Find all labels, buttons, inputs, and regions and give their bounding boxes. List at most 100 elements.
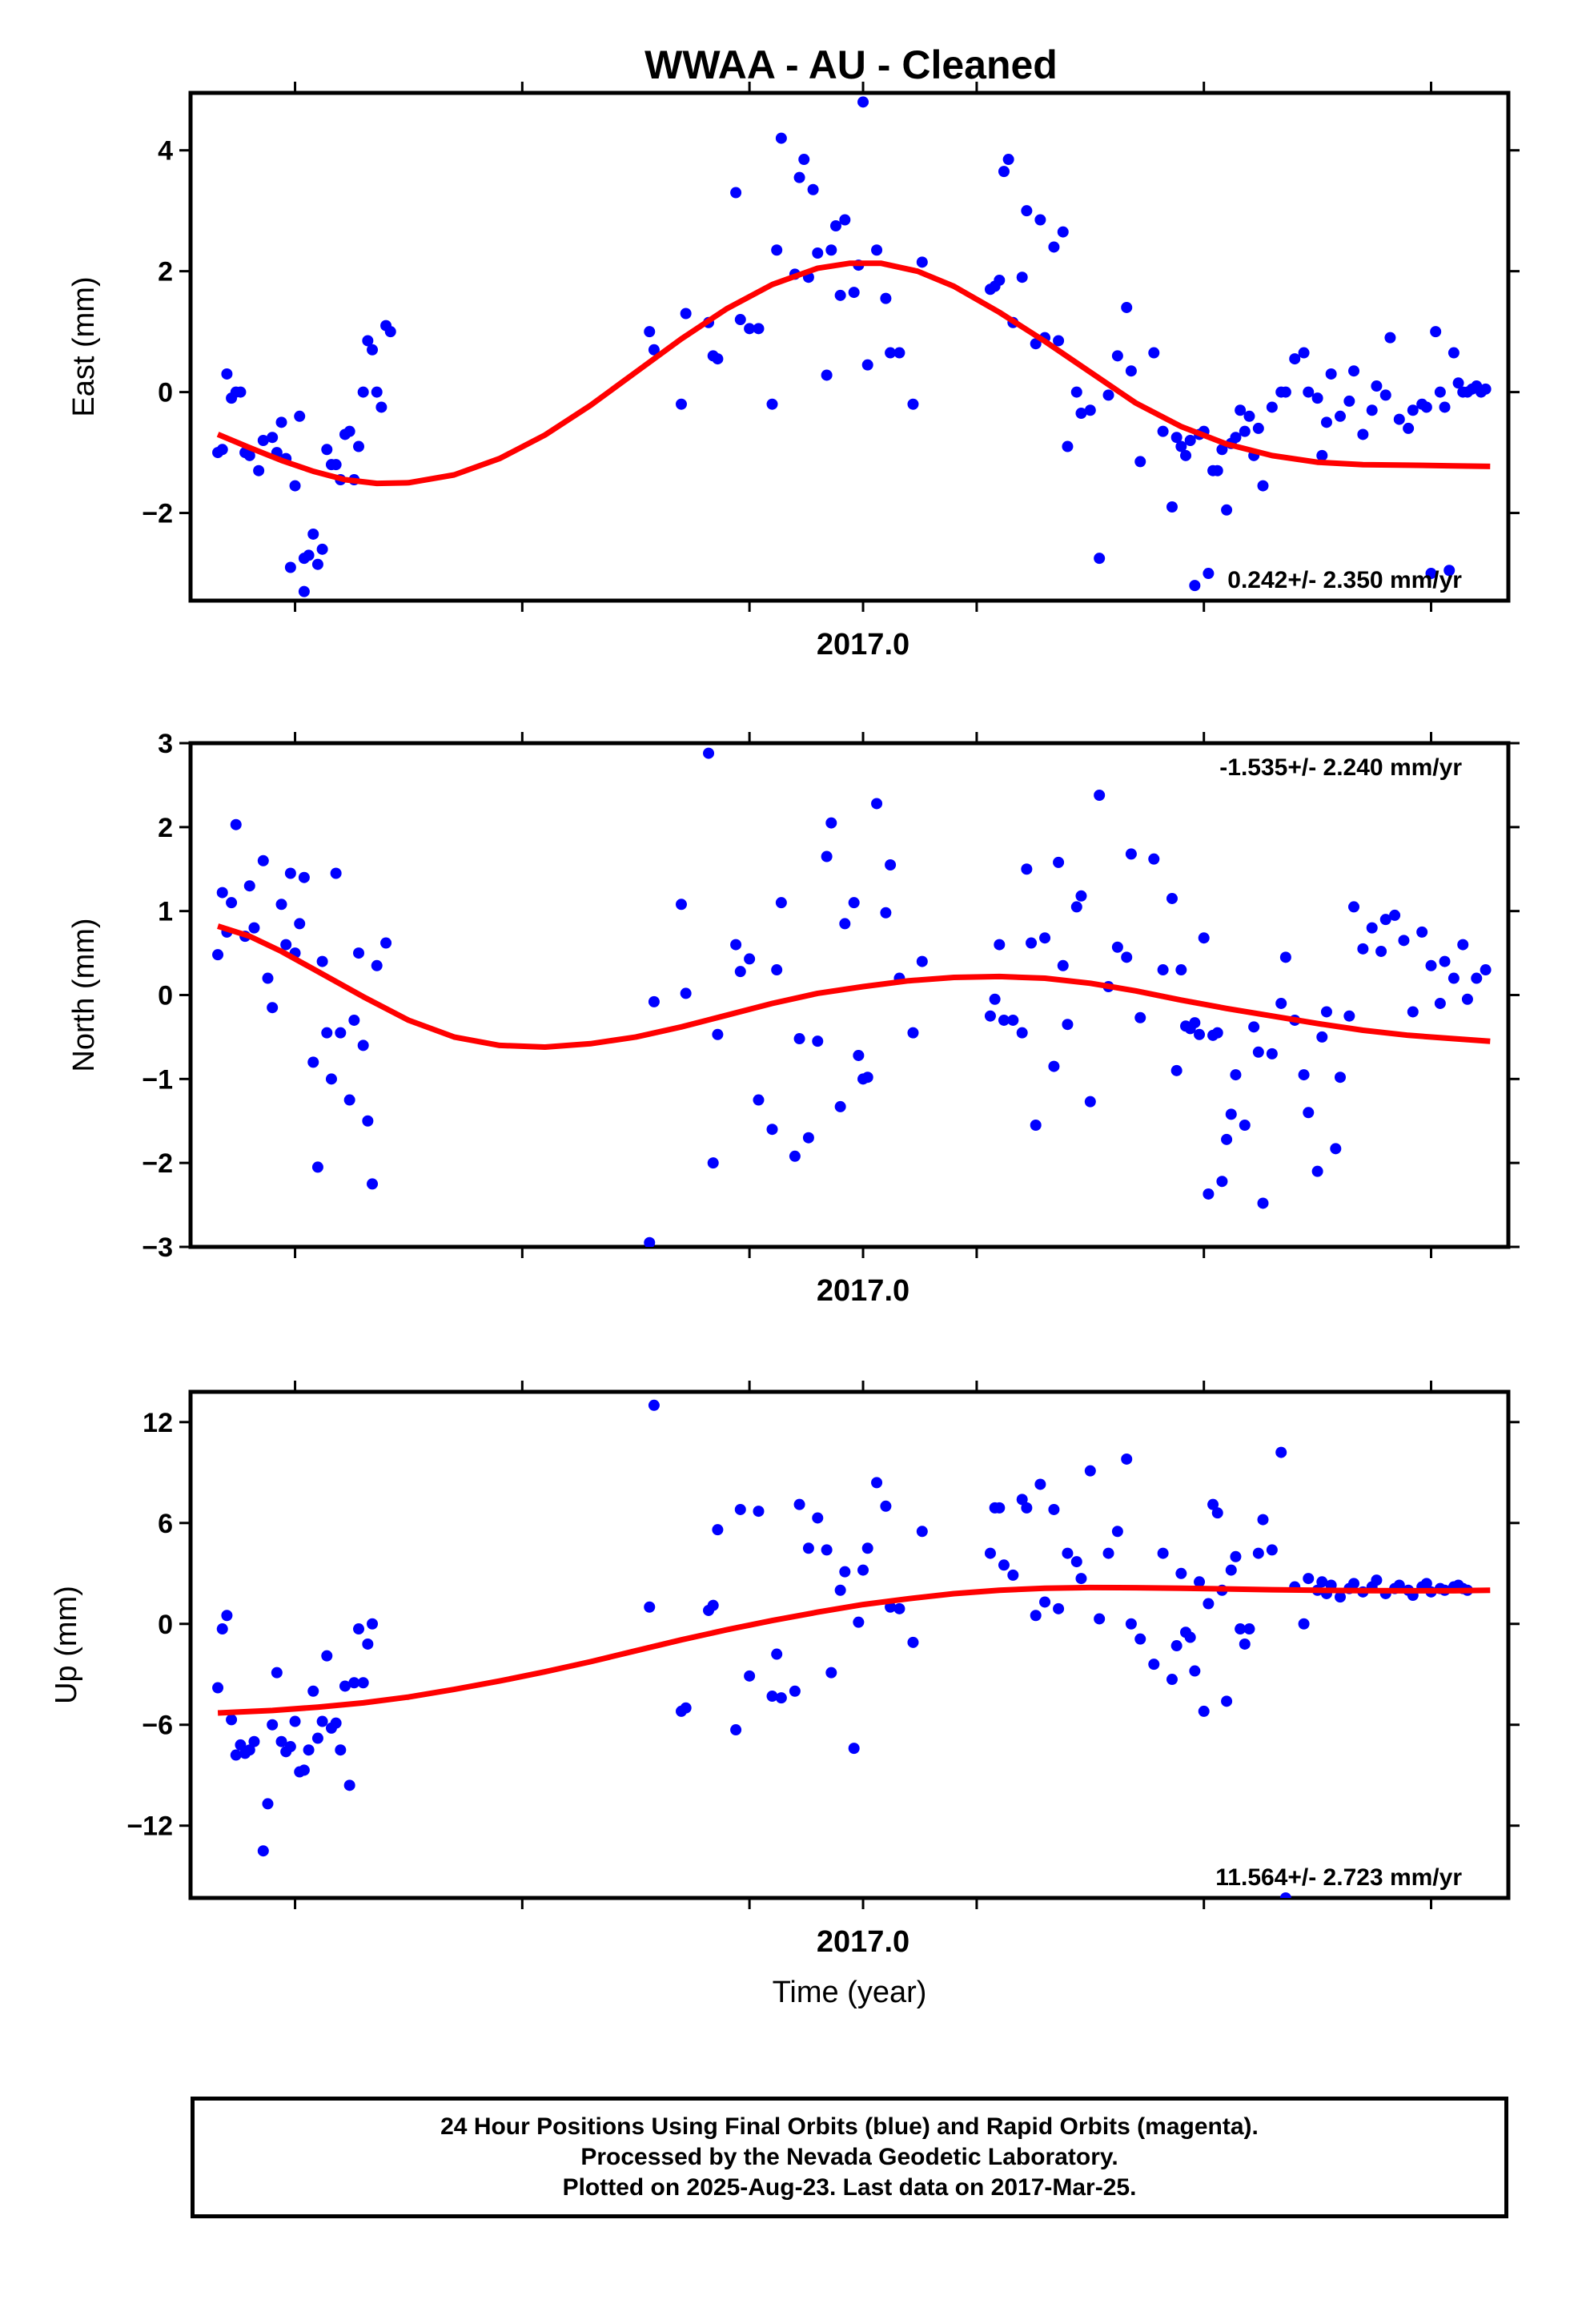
east-data-point: [1184, 434, 1196, 446]
footer-line-1: 24 Hour Positions Using Final Orbits (bl…: [440, 2113, 1259, 2140]
east-data-point: [857, 96, 869, 108]
north-data-point: [1471, 972, 1483, 984]
up-data-point: [1094, 1613, 1106, 1625]
east-data-point: [1053, 335, 1065, 347]
up-data-point: [1348, 1578, 1360, 1590]
up-data-point: [226, 1714, 238, 1726]
east-data-point: [1243, 410, 1255, 422]
up-data-point: [1275, 1446, 1287, 1458]
north-data-point: [371, 959, 383, 971]
up-rate-label: 11.564+/- 2.723 mm/yr: [1215, 1864, 1462, 1891]
north-data-point: [839, 918, 851, 930]
north-data-point: [1434, 997, 1446, 1009]
north-data-point: [1026, 937, 1038, 949]
up-data-point: [861, 1542, 873, 1554]
north-data-point: [812, 1035, 824, 1047]
north-data-point: [330, 867, 342, 879]
east-data-point: [1211, 464, 1223, 476]
north-data-point: [1248, 1021, 1260, 1033]
up-data-point: [1221, 1695, 1233, 1707]
north-data-point: [861, 1072, 873, 1084]
up-data-point: [994, 1502, 1006, 1514]
north-data-point: [357, 1039, 369, 1051]
east-data-point: [730, 187, 742, 199]
north-data-point: [1311, 1165, 1323, 1177]
east-data-point: [1148, 347, 1160, 359]
north-data-point: [1343, 1010, 1355, 1022]
up-data-point: [1166, 1674, 1178, 1686]
east-data-point: [1239, 425, 1251, 437]
north-data-point: [362, 1115, 374, 1127]
up-data-point: [271, 1667, 283, 1679]
up-data-point: [1125, 1618, 1137, 1630]
north-data-point: [325, 1073, 337, 1085]
up-data-point: [766, 1691, 778, 1703]
north-data-point: [989, 993, 1001, 1005]
east-data-point: [1216, 444, 1228, 456]
east-data-point: [1452, 377, 1464, 389]
up-data-point: [839, 1566, 851, 1578]
up-data-point: [1053, 1602, 1065, 1614]
east-data-point: [825, 244, 837, 256]
north-data-point: [343, 1094, 355, 1106]
up-data-point: [1121, 1453, 1133, 1465]
up-data-point: [871, 1477, 883, 1489]
up-data-point: [298, 1764, 310, 1776]
north-data-point: [335, 1027, 347, 1039]
north-data-point: [1016, 1027, 1028, 1039]
north-data-point: [707, 1157, 719, 1169]
north-data-point: [703, 747, 715, 759]
east-data-point: [1443, 565, 1456, 577]
east-data-point: [216, 444, 228, 456]
chart-title: WWAA - AU - Cleaned: [644, 42, 1058, 87]
east-data-point: [744, 323, 756, 335]
east-data-point: [1125, 365, 1137, 377]
up-data-point: [353, 1623, 365, 1635]
north-ytick-label: −2: [142, 1148, 173, 1179]
east-data-point: [1303, 386, 1315, 398]
north-data-point: [1407, 1006, 1419, 1018]
east-data-point: [1002, 154, 1014, 166]
up-data-point: [1303, 1573, 1315, 1585]
east-data-point: [1366, 404, 1378, 416]
up-data-point: [243, 1744, 255, 1756]
north-panel: −3 −2 −1 0 1 2 3 2017.0 North (mm) -1.535+/- 2.24…: [67, 729, 1520, 1308]
east-data-point: [1189, 580, 1201, 592]
east-data-point: [1311, 392, 1323, 404]
north-data-point: [1203, 1188, 1215, 1200]
north-data-point: [675, 899, 687, 911]
east-ytick-label: 0: [158, 378, 173, 408]
up-data-point: [712, 1524, 724, 1536]
up-data-point: [248, 1735, 260, 1747]
east-data-point: [821, 369, 833, 381]
up-ytick-label: −6: [142, 1711, 173, 1741]
up-data-point: [1239, 1638, 1251, 1650]
north-data-point: [1457, 939, 1469, 951]
up-data-point: [1189, 1665, 1201, 1677]
north-data-point: [1189, 1017, 1201, 1029]
up-data-point: [644, 1601, 656, 1613]
up-data-point: [812, 1512, 824, 1524]
north-data-point: [994, 939, 1006, 951]
north-data-point: [248, 922, 260, 934]
east-panel: −2 0 2 4 2017.0 East (mm) 0.242+/- 2.350 mm/yr: [67, 82, 1520, 661]
north-data-point: [1279, 951, 1291, 963]
north-data-point: [1057, 959, 1069, 971]
east-data-point: [675, 398, 687, 410]
up-data-point: [348, 1677, 360, 1689]
up-data-point: [744, 1670, 756, 1682]
north-data-point: [1094, 789, 1106, 801]
east-data-point: [1057, 226, 1069, 238]
east-data-point: [1021, 205, 1033, 217]
north-data-point: [1170, 1064, 1182, 1076]
north-data-point: [644, 1236, 656, 1247]
east-data-point: [1252, 422, 1264, 434]
up-data-point: [316, 1715, 328, 1727]
north-data-point: [1334, 1072, 1346, 1084]
north-data-point: [1121, 951, 1133, 963]
north-data-point: [367, 1178, 379, 1190]
up-data-point: [321, 1650, 333, 1662]
north-data-point: [821, 850, 833, 862]
up-data-point: [907, 1636, 919, 1648]
up-data-point: [1021, 1502, 1033, 1514]
